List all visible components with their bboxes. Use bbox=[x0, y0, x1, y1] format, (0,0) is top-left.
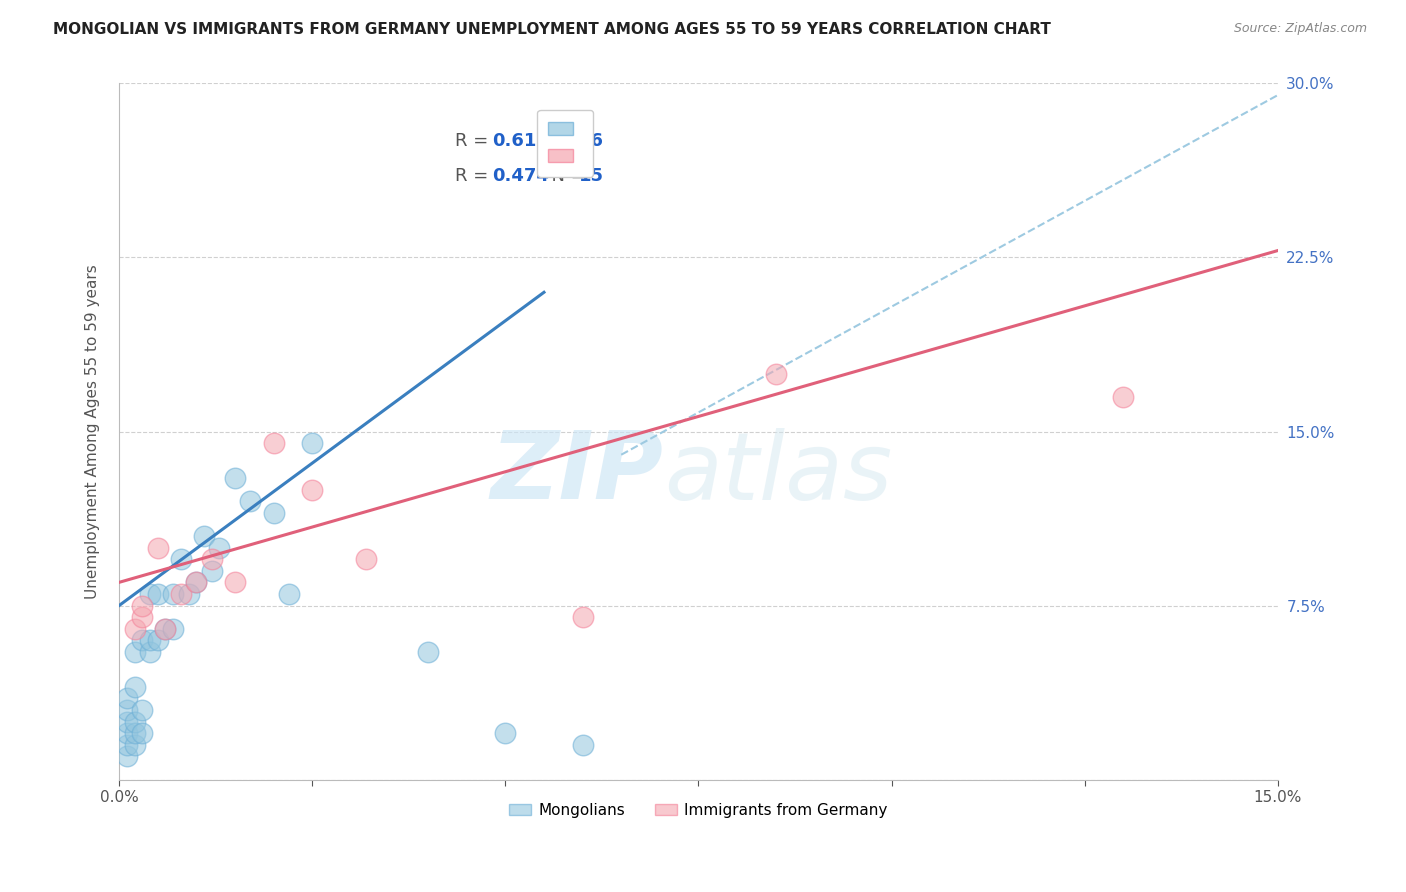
Point bbox=[131, 726, 153, 740]
Point bbox=[131, 610, 153, 624]
Legend: Mongolians, Immigrants from Germany: Mongolians, Immigrants from Germany bbox=[503, 797, 894, 824]
Point bbox=[146, 633, 169, 648]
Text: Source: ZipAtlas.com: Source: ZipAtlas.com bbox=[1233, 22, 1367, 36]
Point bbox=[263, 436, 285, 450]
Point bbox=[356, 552, 378, 566]
Text: R =: R = bbox=[456, 132, 494, 150]
Point bbox=[131, 703, 153, 717]
Point bbox=[124, 645, 146, 659]
Text: 15: 15 bbox=[579, 167, 605, 185]
Point bbox=[155, 622, 177, 636]
Point bbox=[224, 471, 246, 485]
Point bbox=[571, 738, 593, 752]
Point bbox=[186, 575, 208, 590]
Point bbox=[170, 587, 193, 601]
Text: 0.618: 0.618 bbox=[492, 132, 550, 150]
Text: MONGOLIAN VS IMMIGRANTS FROM GERMANY UNEMPLOYMENT AMONG AGES 55 TO 59 YEARS CORR: MONGOLIAN VS IMMIGRANTS FROM GERMANY UNE… bbox=[53, 22, 1052, 37]
Point bbox=[155, 622, 177, 636]
Text: 0.474: 0.474 bbox=[492, 167, 550, 185]
Point bbox=[201, 552, 224, 566]
Point bbox=[186, 575, 208, 590]
Point bbox=[139, 633, 162, 648]
Text: atlas: atlas bbox=[664, 428, 891, 519]
Point bbox=[115, 749, 138, 764]
Point bbox=[571, 610, 593, 624]
Point bbox=[124, 622, 146, 636]
Point bbox=[115, 738, 138, 752]
Point bbox=[201, 564, 224, 578]
Point bbox=[131, 633, 153, 648]
Point bbox=[146, 587, 169, 601]
Point bbox=[301, 436, 323, 450]
Point bbox=[124, 726, 146, 740]
Point bbox=[139, 645, 162, 659]
Point bbox=[278, 587, 301, 601]
Text: N =: N = bbox=[540, 167, 591, 185]
Point bbox=[131, 599, 153, 613]
Point bbox=[115, 691, 138, 706]
Point bbox=[115, 726, 138, 740]
Point bbox=[263, 506, 285, 520]
Point bbox=[124, 714, 146, 729]
Point bbox=[124, 738, 146, 752]
Text: ZIP: ZIP bbox=[491, 427, 664, 519]
Text: R =: R = bbox=[456, 167, 494, 185]
Point bbox=[1112, 390, 1135, 404]
Point bbox=[239, 494, 262, 508]
Point bbox=[416, 645, 439, 659]
Point bbox=[170, 552, 193, 566]
Y-axis label: Unemployment Among Ages 55 to 59 years: Unemployment Among Ages 55 to 59 years bbox=[86, 264, 100, 599]
Point bbox=[162, 587, 184, 601]
Point bbox=[494, 726, 516, 740]
Point bbox=[146, 541, 169, 555]
Point bbox=[115, 714, 138, 729]
Point bbox=[301, 483, 323, 497]
Point bbox=[224, 575, 246, 590]
Point bbox=[115, 703, 138, 717]
Point bbox=[765, 367, 787, 381]
Point bbox=[208, 541, 231, 555]
Text: N =: N = bbox=[540, 132, 591, 150]
Point bbox=[177, 587, 200, 601]
Text: 36: 36 bbox=[579, 132, 605, 150]
Point bbox=[124, 680, 146, 694]
Point bbox=[193, 529, 215, 543]
Point bbox=[162, 622, 184, 636]
Point bbox=[139, 587, 162, 601]
